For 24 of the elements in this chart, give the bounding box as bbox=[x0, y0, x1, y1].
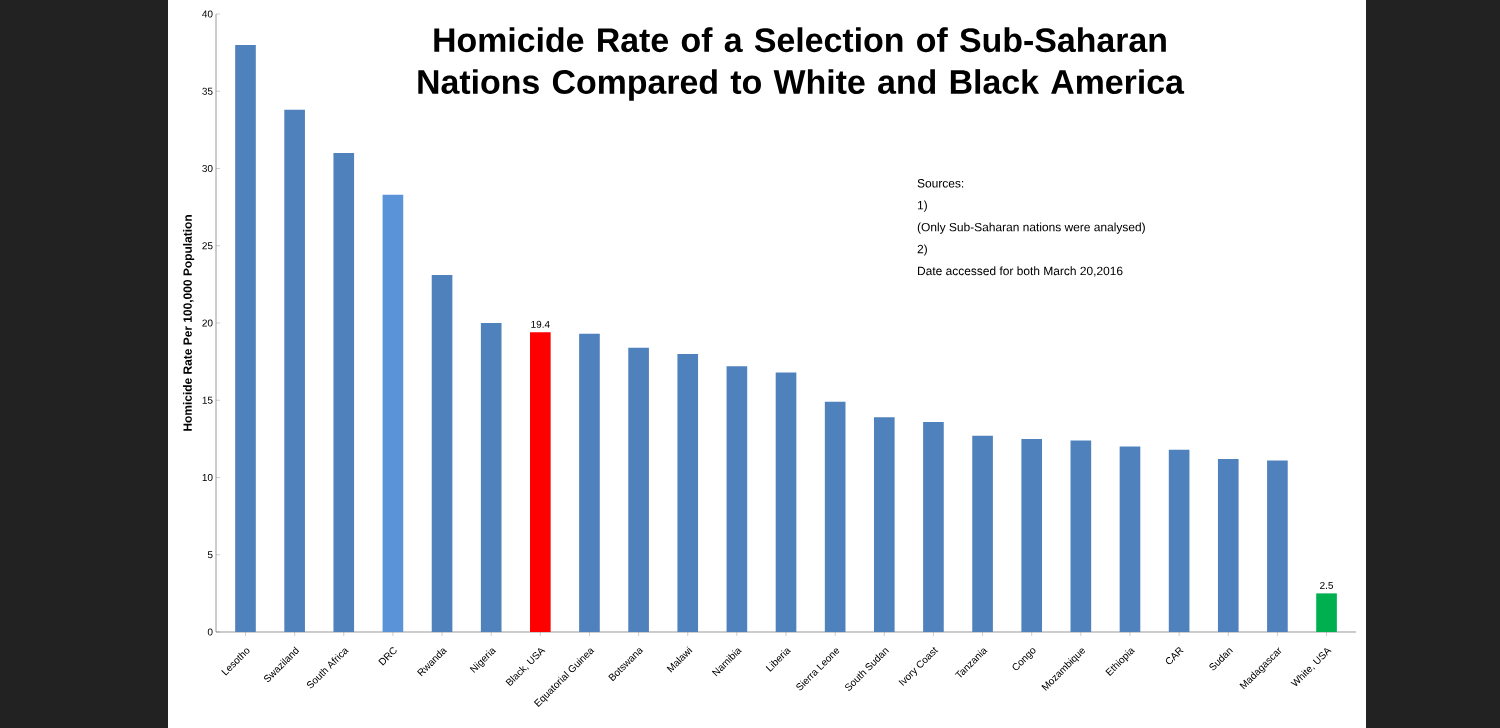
bar bbox=[873, 417, 895, 632]
bar bbox=[1070, 440, 1092, 632]
bar bbox=[530, 332, 551, 632]
bar bbox=[1316, 593, 1337, 632]
bar bbox=[824, 401, 846, 632]
text: Homicide Rate of a Selection of Sub-Saharan Nations Compared to White and Black America bbox=[418, 27, 1185, 101]
bar bbox=[1217, 458, 1239, 632]
bar bbox=[235, 44, 256, 632]
bar bbox=[382, 194, 404, 632]
bar bbox=[775, 372, 797, 632]
bar bbox=[284, 109, 305, 632]
bar bbox=[1119, 446, 1141, 632]
bar bbox=[1267, 460, 1288, 632]
bar bbox=[431, 275, 453, 632]
bar bbox=[972, 435, 993, 632]
bar bbox=[726, 366, 748, 632]
bar bbox=[923, 421, 944, 632]
bar bbox=[1168, 449, 1190, 632]
bar bbox=[1021, 438, 1043, 632]
bar bbox=[677, 353, 699, 632]
bar bbox=[480, 323, 502, 632]
bar bbox=[579, 333, 600, 632]
bar bbox=[333, 153, 355, 632]
bar bbox=[628, 347, 649, 632]
